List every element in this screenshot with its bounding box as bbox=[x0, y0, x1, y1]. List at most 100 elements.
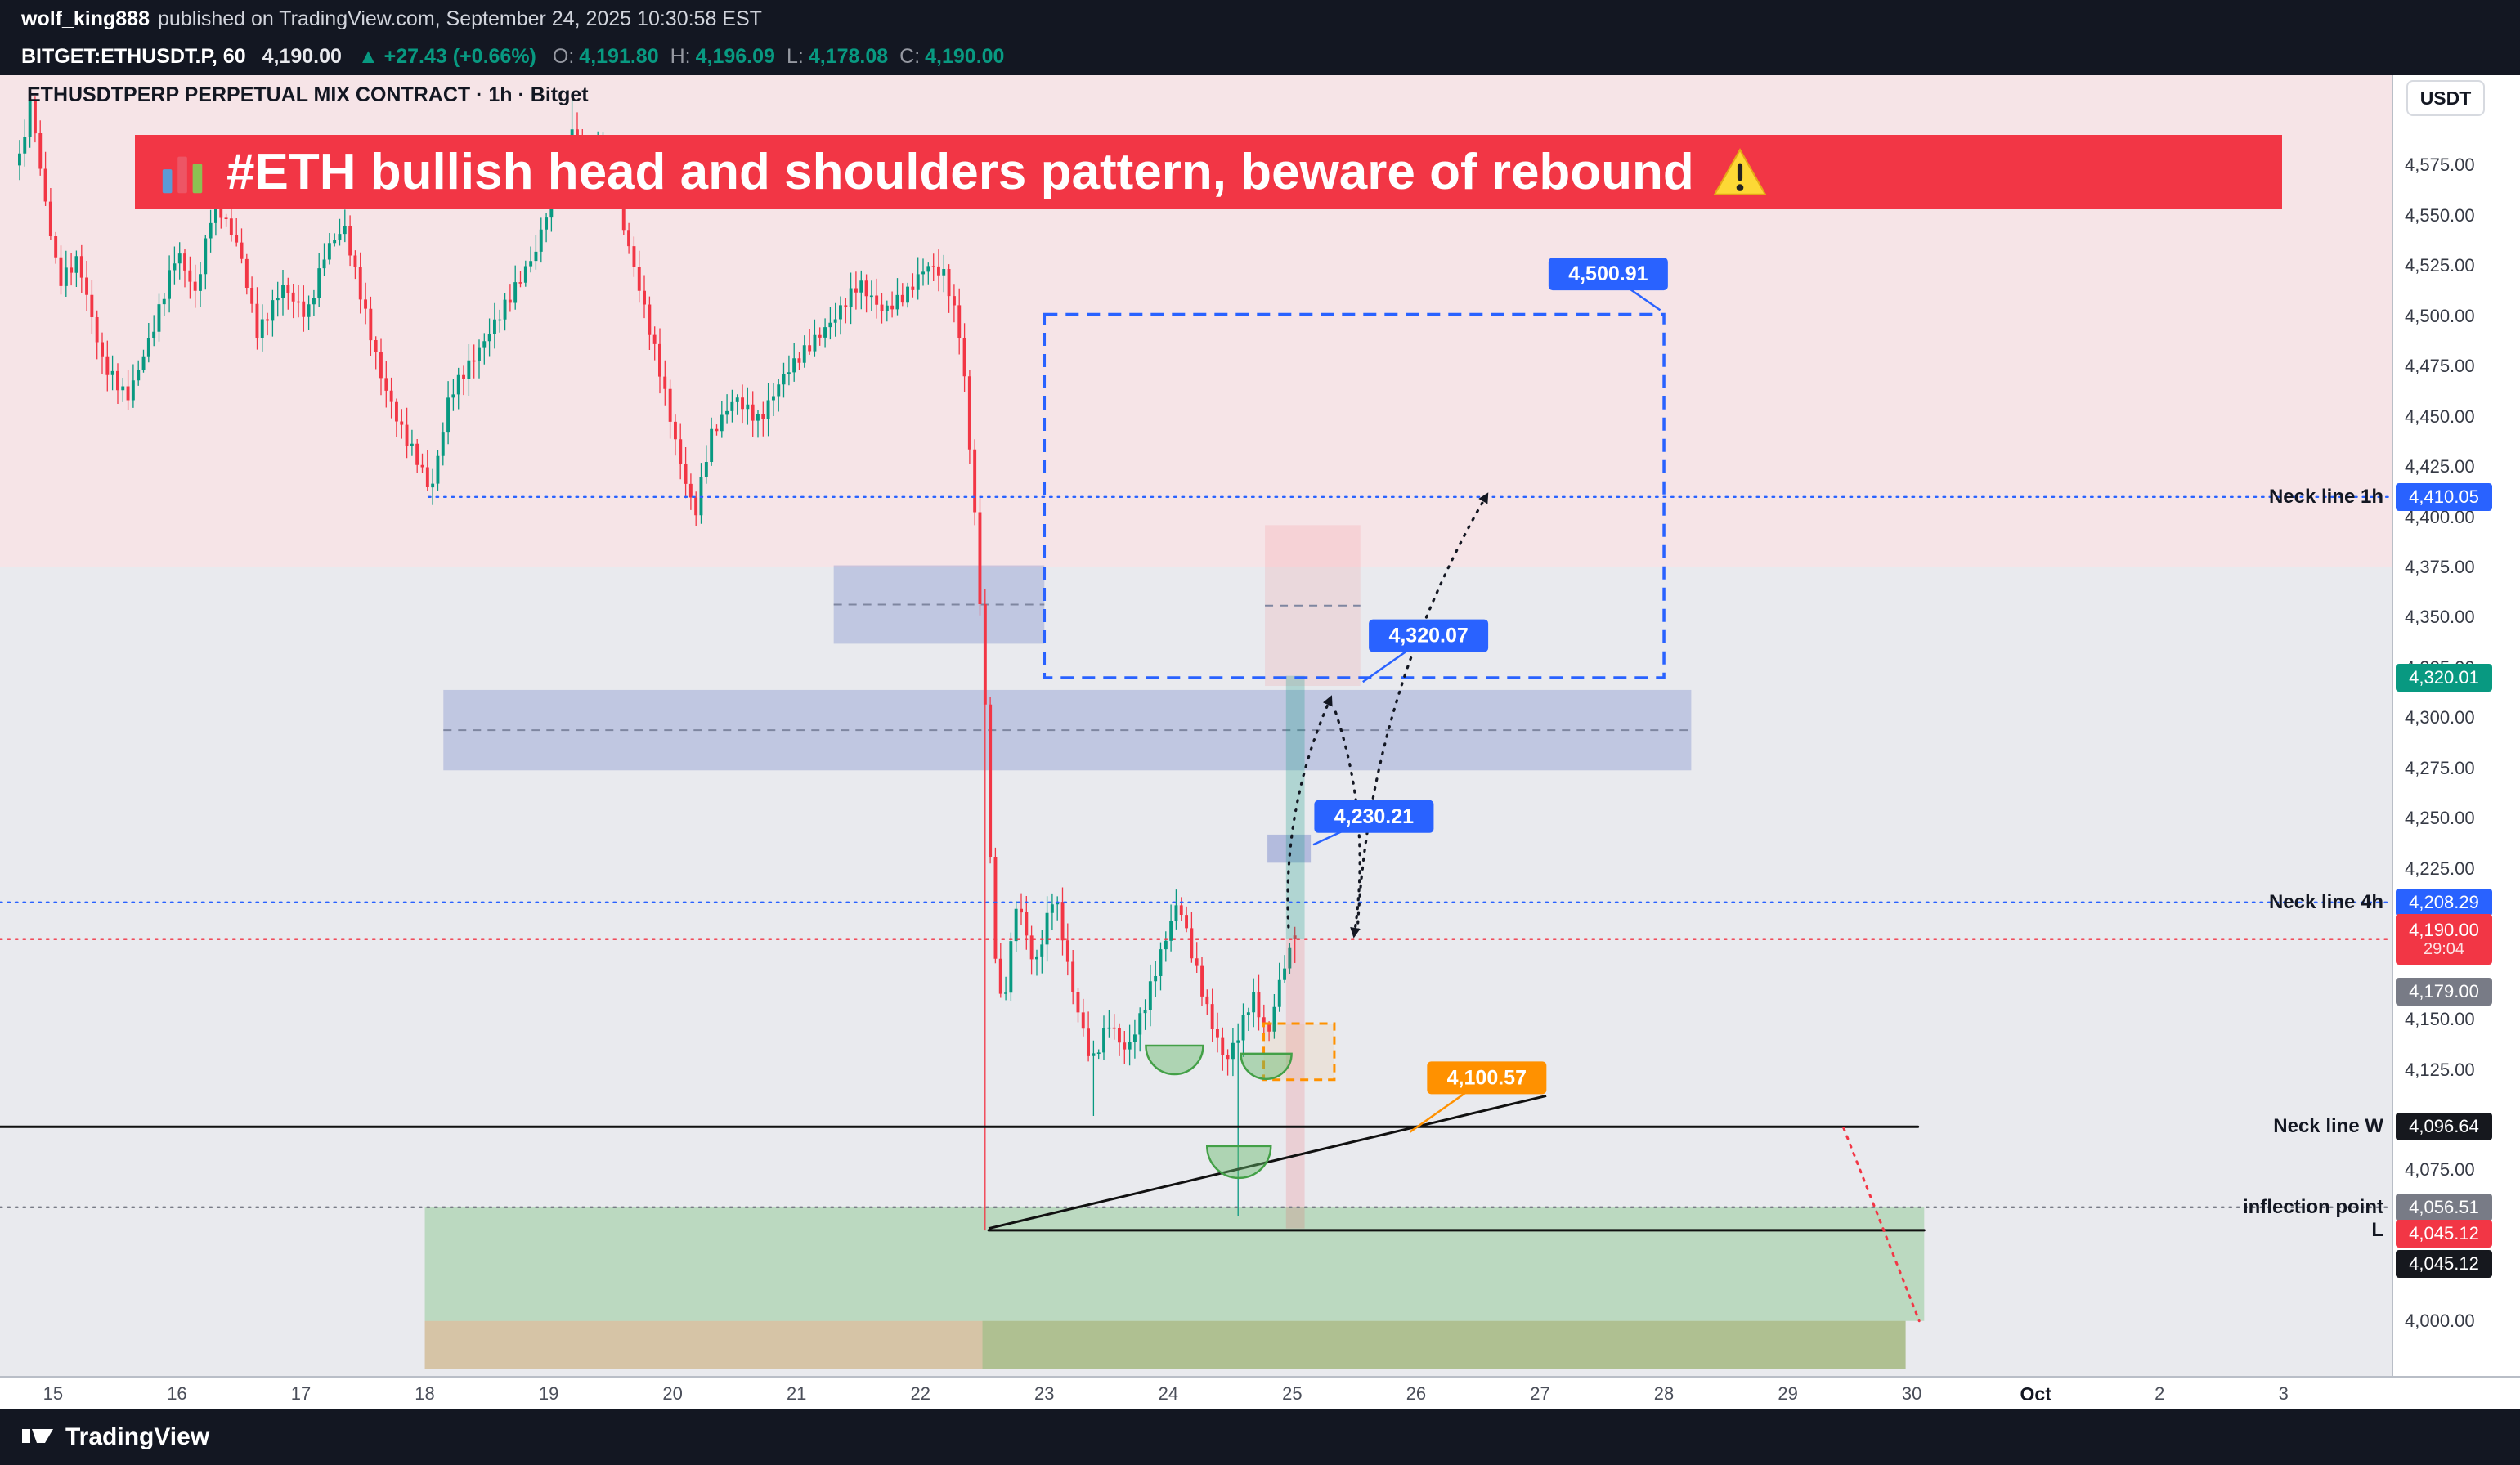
brand-name: TradingView bbox=[65, 1423, 210, 1450]
change-value: +27.43 (+0.66%) bbox=[383, 45, 536, 68]
price-tick-label: 4,450.00 bbox=[2405, 405, 2475, 427]
demand-zone-tan bbox=[424, 1320, 1906, 1369]
publish-info: published on TradingView.com, September … bbox=[158, 7, 762, 30]
projection-arrow bbox=[1334, 710, 1361, 939]
time-axis-label: 15 bbox=[43, 1383, 64, 1404]
time-axis-label: Oct bbox=[2020, 1383, 2051, 1405]
bounce-column-risk bbox=[1285, 939, 1305, 1229]
time-axis[interactable]: 15 16 17 18 19 20 21 22 23 24 25 26 27 28 29 30 Oct 2 3 bbox=[0, 1376, 2520, 1409]
symbol-info-bar: BITGET:ETHUSDT.P, 60 4,190.00 ▲ +27.43 (… bbox=[0, 38, 2520, 75]
price-badge: 4,410.05 bbox=[2396, 483, 2492, 511]
chart-legend[interactable]: ETHUSDTPERP PERPETUAL MIX CONTRACT · 1h … bbox=[27, 83, 589, 106]
time-axis-label: 2 bbox=[2155, 1383, 2165, 1404]
price-tick-label: 4,075.00 bbox=[2405, 1159, 2475, 1181]
price-tick-label: 4,500.00 bbox=[2405, 305, 2475, 326]
ohlc-label: L: bbox=[786, 45, 804, 68]
pattern-arc bbox=[1205, 1145, 1272, 1180]
price-tick-label: 4,575.00 bbox=[2405, 155, 2475, 176]
time-axis-label: 20 bbox=[662, 1383, 683, 1404]
price-badge: 4,045.12 bbox=[2396, 1250, 2492, 1278]
svg-text:4,500.91: 4,500.91 bbox=[1568, 262, 1648, 285]
callout-trendline bbox=[1427, 1061, 1547, 1095]
projection-arrow bbox=[1356, 492, 1489, 925]
time-axis-label: 19 bbox=[538, 1383, 559, 1404]
price-tick-label: 4,000.00 bbox=[2405, 1310, 2475, 1331]
zones-under bbox=[424, 565, 1925, 1369]
price-tick-label: 4,150.00 bbox=[2405, 1009, 2475, 1030]
time-axis-label: 30 bbox=[1901, 1383, 1922, 1404]
time-axis-label: 16 bbox=[167, 1383, 187, 1404]
ohlc-readout: O: 4,191.80 H: 4,196.09 L: 4,178.08 C: 4,190.00 bbox=[553, 45, 1005, 69]
up-arrow-icon: ▲ bbox=[357, 45, 379, 68]
price-tick-label: 4,475.00 bbox=[2405, 356, 2475, 377]
level-label-neck-line-4h: Neck line 4h bbox=[2268, 890, 2383, 913]
footer-bar: TradingView bbox=[0, 1409, 2520, 1465]
ohlc-label: H: bbox=[670, 45, 691, 68]
price-badge: 4,320.01 bbox=[2396, 664, 2492, 692]
price-badge: 4,056.51 bbox=[2396, 1194, 2492, 1221]
time-axis-label: 21 bbox=[786, 1383, 807, 1404]
price-tick-label: 4,275.00 bbox=[2405, 757, 2475, 778]
headline-text: #ETH bullish head and shoulders pattern,… bbox=[226, 144, 1694, 200]
red-projection-line bbox=[1842, 1127, 1921, 1323]
demand-zone-green bbox=[424, 1207, 1925, 1321]
price-badge: 4,208.29 bbox=[2396, 889, 2492, 916]
publish-bar: wolf_king888 published on TradingView.co… bbox=[0, 0, 2520, 38]
time-axis-label: 25 bbox=[1282, 1383, 1303, 1404]
level-label-l: L bbox=[2371, 1218, 2383, 1241]
price-tick-label: 4,350.00 bbox=[2405, 607, 2475, 628]
level-label-neck-line-w: Neck line W bbox=[2273, 1115, 2383, 1138]
ohlc-label: C: bbox=[899, 45, 921, 68]
price-badge: 4,190.00 29:04 bbox=[2396, 914, 2492, 965]
price-axis[interactable]: USDT 4,575.00 4,550.00 4,525.00 4,500.00 4,4… bbox=[2392, 75, 2520, 1376]
tradingview-link[interactable]: TradingView bbox=[20, 1418, 209, 1458]
target-projection-box bbox=[1043, 312, 1666, 679]
price-badge: 4,045.12 bbox=[2396, 1220, 2492, 1248]
level-lines bbox=[0, 495, 2392, 1232]
demand-zone-green-lower bbox=[982, 1320, 1906, 1369]
svg-text:4,100.57: 4,100.57 bbox=[1447, 1066, 1527, 1089]
ohlc-value: 4,196.09 bbox=[695, 45, 775, 68]
price-tick-label: 4,550.00 bbox=[2405, 204, 2475, 226]
time-axis-label: 18 bbox=[415, 1383, 435, 1404]
price-badge: 4,179.00 bbox=[2396, 978, 2492, 1006]
callout-mid bbox=[1314, 800, 1434, 833]
price-badge: 4,096.64 bbox=[2396, 1113, 2492, 1140]
callout-box-low bbox=[1369, 619, 1489, 652]
price-tick-label: 4,525.00 bbox=[2405, 255, 2475, 276]
time-axis-label: 3 bbox=[2278, 1383, 2289, 1404]
last-price: 4,190.00 bbox=[262, 45, 342, 68]
time-axis-label: 29 bbox=[1778, 1383, 1798, 1404]
pattern-arc bbox=[1240, 1052, 1293, 1081]
author-name[interactable]: wolf_king888 bbox=[21, 7, 150, 30]
symbol-name[interactable]: BITGET:ETHUSDT.P, 60 bbox=[21, 45, 246, 68]
chart-area[interactable]: 4,500.91 4,320.07 4,230.21 4,100.57 ETHUSDT… bbox=[0, 75, 2392, 1376]
time-axis-label: 23 bbox=[1034, 1383, 1055, 1404]
price-tick-label: 4,225.00 bbox=[2405, 858, 2475, 879]
price-chart-canvas[interactable]: 4,500.91 4,320.07 4,230.21 4,100.57 bbox=[0, 75, 2392, 1376]
warning-icon bbox=[1712, 147, 1768, 198]
tradingview-logo-icon bbox=[20, 1418, 56, 1458]
ohlc-label: O: bbox=[552, 45, 575, 68]
price-tick-label: 4,375.00 bbox=[2405, 557, 2475, 577]
svg-text:4,320.07: 4,320.07 bbox=[1388, 625, 1468, 647]
ohlc-value: 4,190.00 bbox=[925, 45, 1005, 68]
time-axis-label: 17 bbox=[290, 1383, 312, 1404]
projection-arrow bbox=[1286, 695, 1333, 929]
time-axis-label: 28 bbox=[1653, 1383, 1675, 1404]
bar-chart-icon bbox=[158, 147, 209, 198]
price-tick-label: 4,125.00 bbox=[2405, 1059, 2475, 1080]
currency-toggle-button[interactable]: USDT bbox=[2406, 80, 2485, 116]
time-axis-label: 27 bbox=[1530, 1383, 1550, 1404]
price-change: ▲ +27.43 (+0.66%) bbox=[358, 45, 536, 69]
entry-zone-box bbox=[1262, 1022, 1336, 1082]
ohlc-value: 4,191.80 bbox=[579, 45, 659, 68]
pattern-arc bbox=[1145, 1044, 1204, 1076]
level-label-neck-line-1h: Neck line 1h bbox=[2268, 485, 2383, 508]
level-label-inflection-point: inflection point bbox=[2243, 1195, 2383, 1218]
price-tick-label: 4,300.00 bbox=[2405, 707, 2475, 728]
headline-banner: #ETH bullish head and shoulders pattern,… bbox=[135, 135, 2282, 209]
zones-over bbox=[1265, 525, 1361, 1229]
ohlc-value: 4,178.08 bbox=[808, 45, 889, 68]
